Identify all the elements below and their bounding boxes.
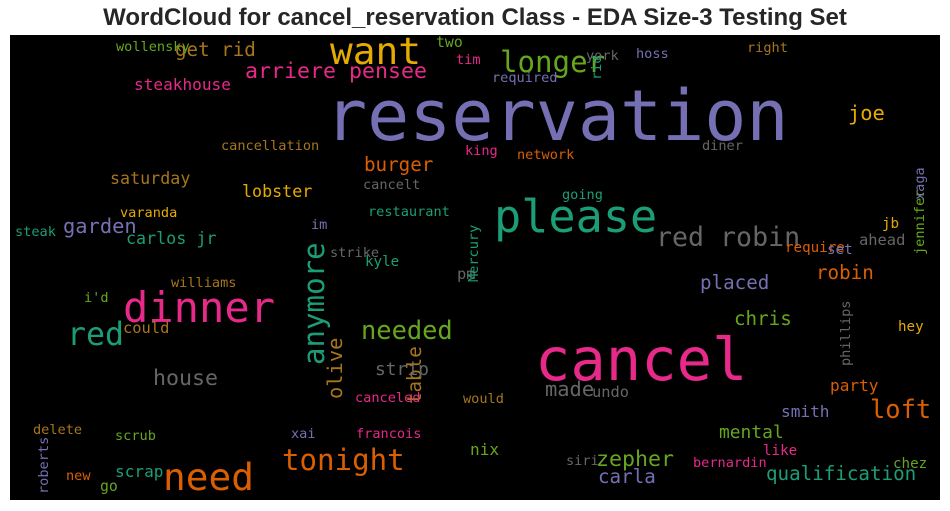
word-needed: needed [361, 315, 453, 345]
word-phillips: phillips [838, 301, 854, 366]
word-hey: hey [898, 319, 924, 335]
word-tonight: tonight [282, 443, 405, 477]
word-cancelt: cancelt [363, 177, 420, 193]
word-smith: smith [781, 402, 829, 421]
word-two: two [436, 34, 463, 51]
word-red-robin: red robin [656, 222, 800, 253]
word-jb: jb [882, 216, 899, 232]
word-right: right [747, 40, 788, 56]
word-party: party [830, 376, 879, 395]
word-roberts: roberts [36, 437, 52, 494]
word-could: could [123, 319, 169, 337]
word-olive: olive [323, 338, 347, 399]
word-strip: strip [375, 359, 429, 380]
word-undo: undo [592, 383, 629, 401]
word-going: going [562, 187, 603, 203]
word-required: required [492, 70, 557, 86]
word-made: made [545, 377, 594, 401]
word-cancellation: cancellation [221, 138, 319, 154]
word-xaga: xaga [912, 167, 928, 200]
word-chez: chez [893, 456, 927, 472]
word-chris: chris [734, 307, 792, 330]
word-like: like [763, 443, 797, 459]
word-loft: loft [870, 394, 931, 424]
word-set: set [827, 242, 853, 258]
word-steakhouse: steakhouse [134, 75, 231, 94]
word-go: go [100, 478, 118, 495]
word-carla: carla [598, 465, 656, 488]
word-varanda: varanda [120, 205, 177, 221]
word-arriere-pensee: arriere pensee [245, 59, 427, 84]
word-siri: siri [566, 453, 599, 469]
word-rid: rid [589, 55, 605, 80]
word-hoss: hoss [636, 46, 669, 62]
word-ahead: ahead [859, 231, 905, 249]
word-steak: steak [15, 224, 56, 240]
word-carlos-jr: carlos jr [126, 228, 216, 248]
word-new: new [66, 468, 91, 484]
word-lobster: lobster [242, 181, 312, 201]
word-saturday: saturday [110, 168, 190, 188]
word-francois: francois [356, 426, 421, 442]
word-need: need [163, 455, 254, 499]
word-would: would [463, 391, 504, 407]
word-canceled: canceled [355, 390, 420, 406]
word-scrub: scrub [115, 428, 156, 444]
word-joe: joe [848, 101, 885, 125]
word-tim: tim [456, 52, 481, 68]
word-diner: diner [702, 138, 743, 154]
word-restaurant: restaurant [368, 204, 450, 220]
word-mental: mental [719, 422, 784, 443]
word-mercury: Mercury [466, 225, 482, 282]
word-strike: strike [330, 245, 379, 261]
word-im: im [311, 217, 327, 233]
word-robin: robin [816, 261, 874, 284]
word-wollensky: wollensky [116, 39, 190, 55]
word-network: network [517, 147, 574, 163]
word-williams: williams [171, 275, 236, 291]
word-bernardin: bernardin [693, 455, 767, 471]
word-delete: delete [33, 422, 82, 438]
word-burger: burger [364, 153, 433, 176]
word-house: house [153, 366, 218, 391]
word-king: king [465, 143, 498, 159]
word-placed: placed [700, 271, 769, 294]
word-red: red [67, 317, 124, 353]
word-nix: nix [470, 440, 499, 459]
word-scrap: scrap [115, 462, 163, 481]
word-i-d: i'd [84, 290, 109, 306]
word-xai: xai [291, 426, 316, 442]
